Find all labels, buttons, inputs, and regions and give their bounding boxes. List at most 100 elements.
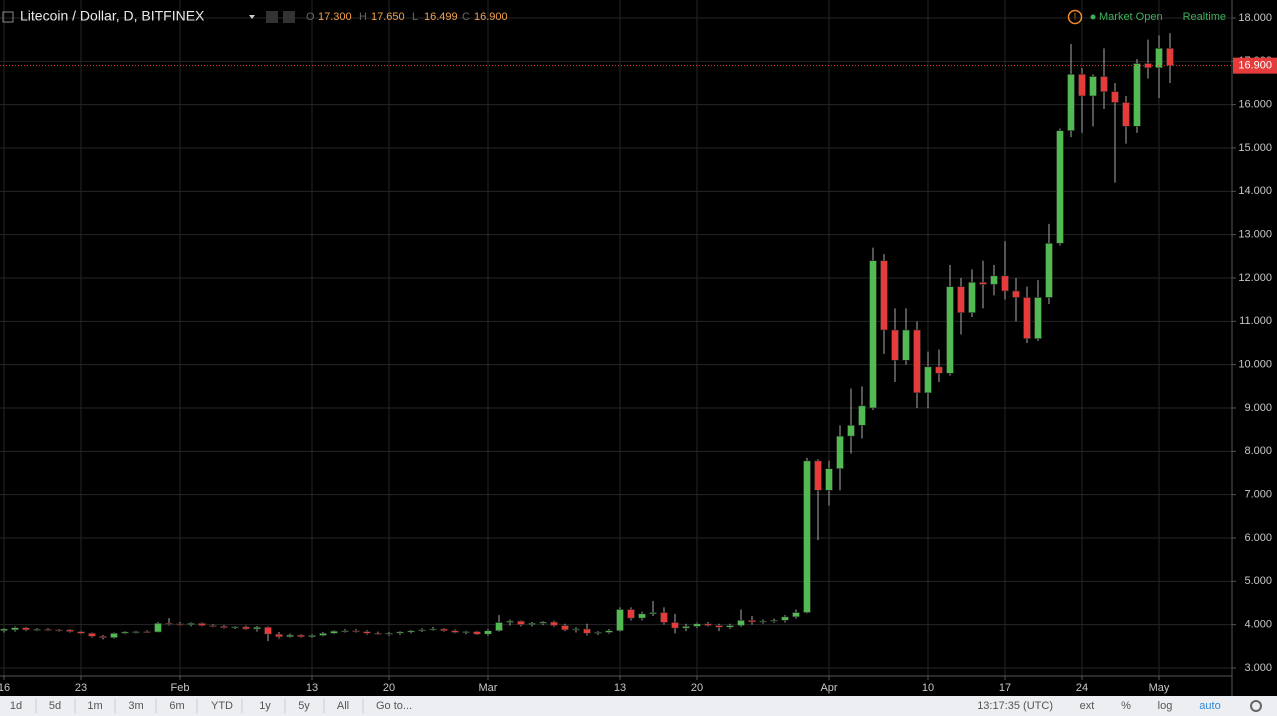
settings-icon[interactable] (266, 11, 278, 23)
y-tick-label: 13.000 (1238, 229, 1272, 241)
candle-body (440, 628, 448, 632)
candle-body (374, 633, 382, 635)
dropdown-icon[interactable] (249, 15, 255, 19)
candle-body (836, 435, 844, 469)
range-button[interactable]: 5y (298, 700, 310, 712)
candle-body (792, 612, 800, 618)
y-tick-label: 6.000 (1244, 532, 1272, 544)
candle-body (121, 631, 129, 634)
candle-body (33, 629, 41, 631)
last-price-label: 16.900 (1238, 60, 1272, 72)
candle-body (451, 630, 459, 633)
candle-body (495, 622, 503, 632)
candle-body (154, 623, 162, 633)
x-tick-label: 24 (1076, 682, 1088, 694)
candle-body (891, 329, 899, 361)
candle-body (847, 425, 855, 437)
ohlc-value: 16.499 (424, 11, 458, 23)
range-button[interactable]: All (337, 700, 349, 712)
x-tick-label: 10 (922, 682, 934, 694)
range-button[interactable]: 1d (10, 700, 22, 712)
candle-body (594, 632, 602, 634)
candle-body (539, 621, 547, 624)
ohlc-value: 17.300 (318, 11, 352, 23)
y-tick-label: 14.000 (1238, 185, 1272, 197)
option-button[interactable]: log (1158, 700, 1173, 712)
option-button[interactable]: auto (1199, 700, 1220, 712)
candle-body (1023, 297, 1031, 339)
range-button[interactable]: 6m (169, 700, 184, 712)
symbol-title[interactable]: Litecoin / Dollar, D, BITFINEX (20, 8, 205, 24)
candle-body (1001, 275, 1009, 292)
candle-body (385, 633, 393, 635)
candle-body (1012, 290, 1020, 298)
candle-body (165, 623, 173, 625)
candle-body (1122, 102, 1130, 127)
candle-body (946, 286, 954, 374)
candle-body (44, 629, 52, 631)
x-tick-label: 13 (306, 682, 318, 694)
last-price-tag (1233, 57, 1277, 74)
option-button[interactable]: ext (1080, 700, 1095, 712)
y-tick-label: 11.000 (1239, 315, 1272, 327)
grid (0, 0, 1232, 676)
range-button[interactable]: 3m (128, 700, 143, 712)
clock: 13:17:35 (UTC) (977, 700, 1053, 712)
candle-body (726, 625, 734, 628)
x-tick-label: Mar (479, 682, 498, 694)
range-button[interactable]: 5d (49, 700, 61, 712)
settings-icon[interactable] (283, 11, 295, 23)
candle-body (1133, 63, 1141, 127)
feed-status: Realtime (1183, 11, 1226, 23)
range-button[interactable]: 1m (87, 700, 102, 712)
y-tick-label: 10.000 (1238, 359, 1272, 371)
candle-body (473, 631, 481, 635)
candle-body (396, 631, 404, 634)
range-button[interactable]: YTD (211, 700, 233, 712)
collapse-icon[interactable] (2, 11, 14, 23)
candle-body (935, 366, 943, 374)
x-tick-label: 16 (0, 682, 10, 694)
candle-body (418, 629, 426, 632)
range-button[interactable]: 1y (259, 700, 271, 712)
candle-body (869, 260, 877, 409)
candle-body (737, 620, 745, 626)
candle-body (55, 629, 63, 632)
candle-body (979, 282, 987, 285)
y-tick-label: 8.000 (1244, 445, 1272, 457)
candle-body (1045, 243, 1053, 298)
candle-body (1166, 48, 1174, 66)
candle-body (319, 633, 327, 636)
axes: 3.000 4.000 5.000 6.000 7.000 8.000 9.000 10.00… (0, 12, 1277, 694)
option-button[interactable]: % (1121, 700, 1131, 712)
y-tick-label: 12.000 (1238, 272, 1272, 284)
candle-body (759, 620, 767, 623)
goto-button[interactable]: Go to... (376, 700, 412, 712)
x-tick-label: 13 (614, 682, 626, 694)
candle-body (506, 620, 514, 623)
market-status: Market Open (1099, 11, 1163, 23)
candle-body (671, 622, 679, 629)
x-tick-label: Apr (820, 682, 837, 694)
candle-body (715, 625, 723, 628)
status-dot (1090, 14, 1096, 20)
warning-icon[interactable] (1067, 9, 1083, 25)
candle-body (1078, 74, 1086, 97)
ohlc-key: H (359, 11, 367, 23)
candle-body (1056, 130, 1064, 244)
y-tick-label: 15.000 (1238, 142, 1272, 154)
candle-body (99, 636, 107, 638)
candle-body (616, 609, 624, 632)
ohlc-value: 17.650 (371, 11, 405, 23)
x-tick-label: 20 (383, 682, 395, 694)
candle-body (957, 286, 965, 313)
candle-body (924, 366, 932, 394)
x-tick-label: May (1149, 682, 1170, 694)
candle-body (638, 613, 646, 619)
candle-body (341, 630, 349, 633)
candle-body (968, 282, 976, 313)
settings-gear[interactable] (1250, 700, 1262, 712)
candle-body (990, 275, 998, 285)
candle-body (660, 612, 668, 623)
candle-body (77, 631, 85, 634)
